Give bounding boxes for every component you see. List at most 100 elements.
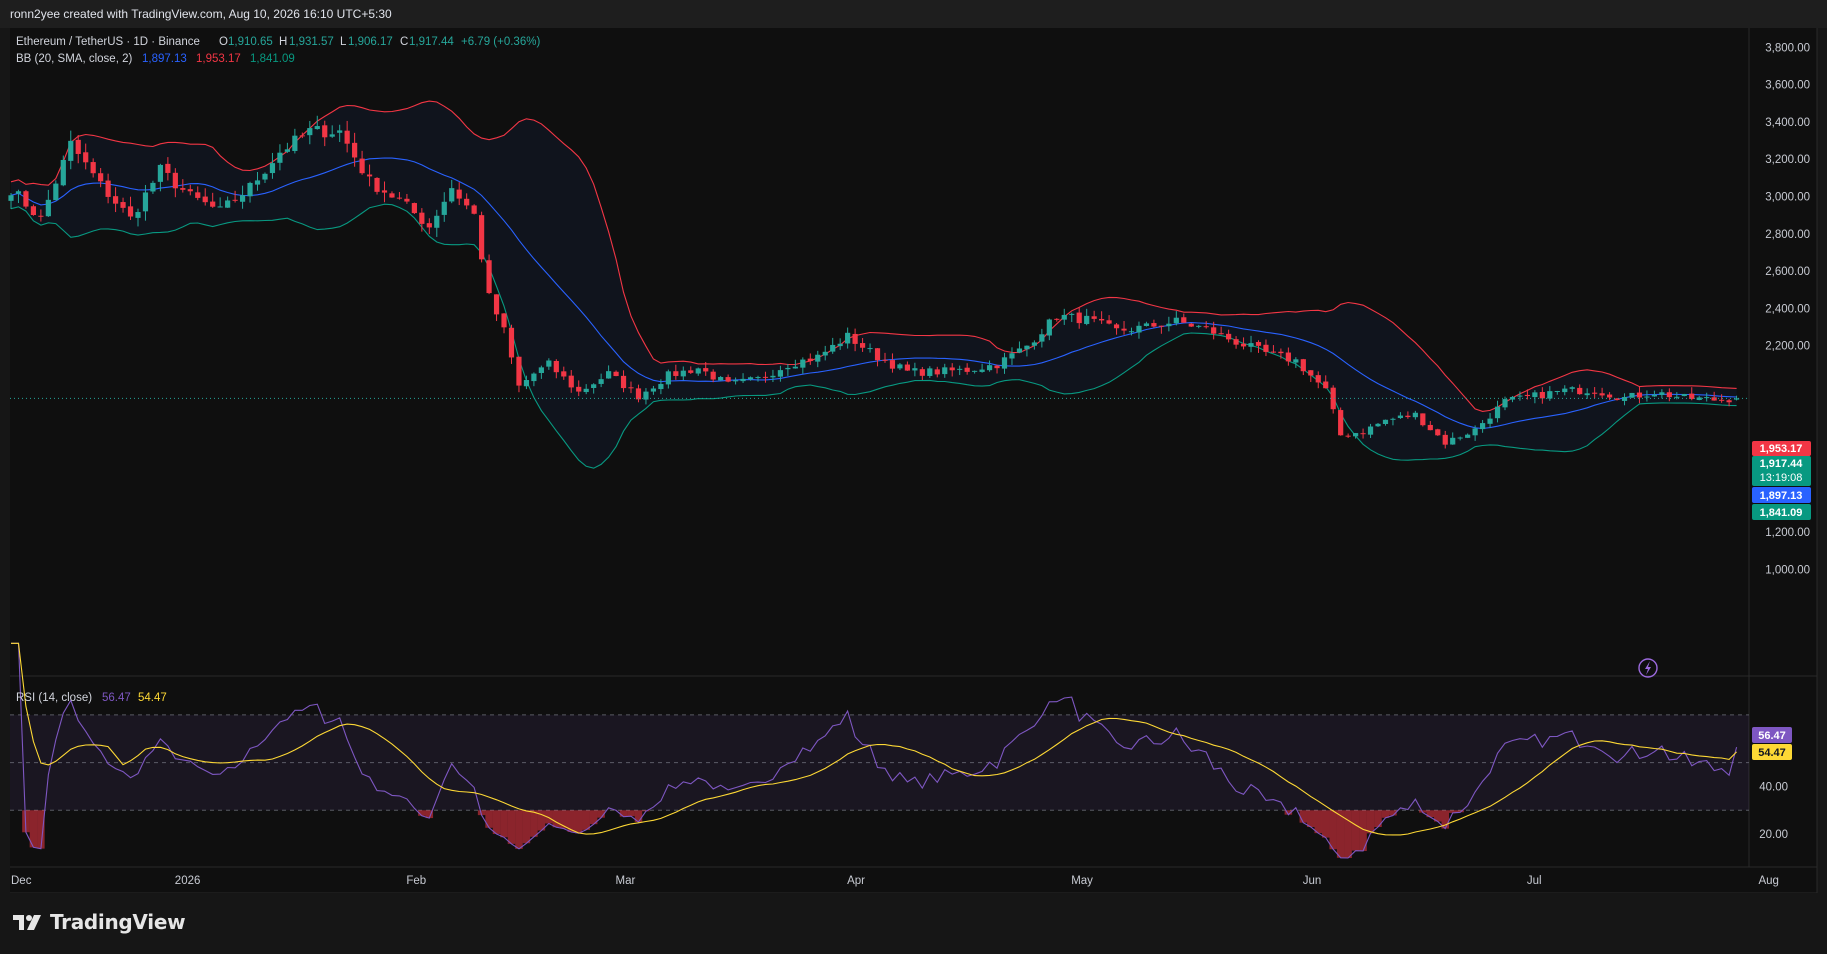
candle-body: [486, 260, 492, 294]
candle-body: [859, 343, 866, 348]
rsi-tag: [1752, 727, 1792, 743]
candle-body: [1128, 331, 1135, 333]
price-axis-tick: 3,800.00: [1765, 42, 1810, 54]
candle-body: [157, 164, 163, 182]
price-change: +6.79 (+0.36%): [461, 36, 540, 48]
rsi-pane[interactable]: [10, 642, 1749, 859]
candle-body: [807, 358, 813, 362]
candle-body: [1442, 434, 1448, 445]
candle-body: [479, 215, 485, 260]
candle-body: [523, 380, 530, 387]
bb-basis-value: 1,897.13: [142, 53, 187, 65]
candle-body: [374, 177, 380, 192]
candle-body: [1300, 359, 1306, 372]
candle-body: [1420, 413, 1426, 426]
candle-body: [1465, 434, 1471, 438]
candle-body: [1397, 415, 1404, 419]
candle-body: [673, 371, 679, 376]
candle-body: [598, 379, 604, 384]
candle-body: [1719, 399, 1725, 401]
price-legend: Ethereum / TetherUS · 1D · Binance O 1,9…: [16, 36, 540, 65]
candle-body: [172, 172, 178, 189]
candle-body: [643, 391, 649, 400]
rsi-axis-tick: 20.00: [1759, 829, 1788, 841]
candle-body: [1218, 333, 1224, 335]
candle-body: [1524, 394, 1531, 396]
time-axis-tick: Aug: [1758, 875, 1778, 887]
candle-body: [329, 134, 335, 137]
credit-header: ronn2yee created with TradingView.com, A…: [0, 0, 1827, 28]
candle-body: [785, 367, 791, 370]
candle-body: [1069, 313, 1075, 315]
candle-body: [792, 366, 798, 369]
candle-body: [770, 375, 776, 378]
time-axis-tick: 2026: [175, 875, 201, 887]
candle-body: [389, 193, 395, 198]
candle-body: [1113, 324, 1120, 329]
candle-body: [247, 182, 253, 197]
rsi-background-band: [10, 714, 1749, 811]
candle-body: [1143, 323, 1150, 326]
candle-body: [762, 376, 769, 378]
candle-body: [1390, 418, 1396, 420]
candle-body: [688, 370, 694, 373]
candle-body: [1412, 412, 1418, 418]
price-axis-tick: 2,200.00: [1765, 341, 1810, 353]
candle-body: [882, 359, 888, 361]
candle-body: [337, 130, 343, 133]
chart-canvas[interactable]: 3,800.00 3,600.00 3,400.00 3,200.00 3,000.00…: [0, 28, 1827, 893]
basis-tag-text: 1,897.13: [1760, 490, 1803, 502]
rsi-line: [11, 642, 1738, 859]
candle-body: [202, 196, 208, 203]
bollinger-band-fill: [11, 101, 1737, 469]
tradingview-logo[interactable]: TradingView: [12, 910, 186, 934]
candle-body: [635, 388, 642, 400]
candle-body: [516, 356, 522, 386]
time-axis-tick: Jun: [1303, 875, 1322, 887]
candle-body: [195, 192, 201, 198]
price-axis-tick: 3,200.00: [1765, 154, 1810, 166]
candle-body: [986, 365, 993, 371]
candle-body: [576, 386, 582, 392]
candle-body: [867, 348, 873, 350]
chart-background: [10, 28, 1817, 893]
basis-tag: [1752, 487, 1811, 503]
candle-body: [591, 384, 597, 389]
candle-body: [1479, 423, 1486, 430]
candle-body: [837, 343, 843, 347]
symbol-label[interactable]: Ethereum / TetherUS · 1D · Binance: [16, 36, 200, 48]
candle-body: [1248, 343, 1254, 347]
candle-body: [658, 383, 664, 390]
bb-label[interactable]: BB (20, SMA, close, 2): [16, 53, 132, 65]
candle-body: [239, 195, 246, 202]
candle-body: [620, 375, 627, 389]
candle-body: [740, 378, 746, 382]
time-axis-tick: Dec: [11, 875, 32, 887]
candle-body: [561, 371, 567, 377]
price-pane[interactable]: [8, 100, 1749, 469]
candle-body: [269, 163, 276, 174]
candle-body: [225, 200, 231, 208]
candle-body: [1226, 333, 1232, 340]
candle-body: [1158, 325, 1164, 327]
lightning-icon[interactable]: [1638, 658, 1658, 678]
rsi-label[interactable]: RSI (14, close): [16, 692, 92, 704]
candle-body: [1733, 398, 1740, 400]
candle-body: [1547, 391, 1553, 399]
candle-body: [1360, 433, 1366, 435]
candle-body: [1211, 327, 1217, 334]
candle-body: [949, 367, 955, 371]
candle-body: [1173, 317, 1179, 324]
rsi-ma-tag: [1752, 744, 1792, 760]
candle-body: [1323, 381, 1329, 389]
candle-body: [1450, 437, 1456, 445]
candle-body: [254, 180, 261, 185]
candle-body: [942, 367, 948, 375]
upper-band-tag: [1752, 441, 1811, 456]
credit-text: ronn2yee created with TradingView.com, A…: [10, 7, 392, 21]
candle-body: [434, 215, 440, 228]
candle-body: [1577, 387, 1583, 395]
candle-body: [1562, 388, 1568, 393]
candle-body: [1024, 345, 1030, 350]
candle-body: [1606, 394, 1613, 398]
